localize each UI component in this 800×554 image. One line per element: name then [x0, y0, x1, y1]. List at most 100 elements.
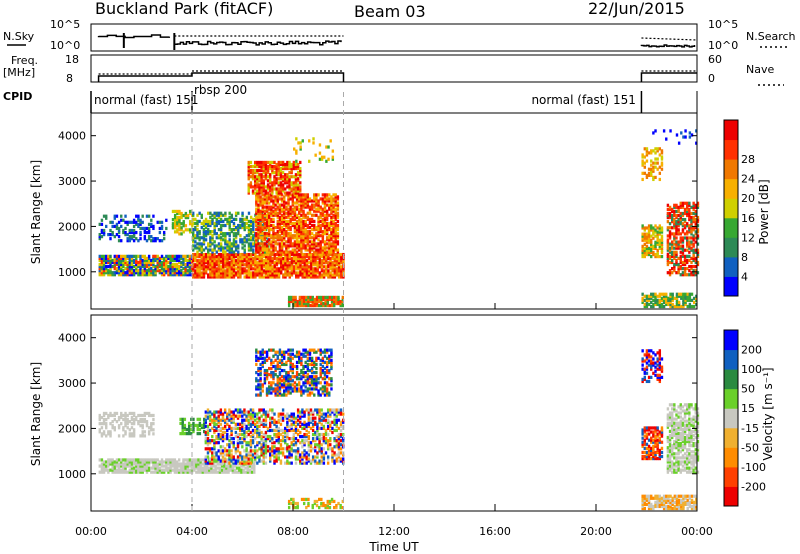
velocity-pixel [286, 424, 289, 428]
power-pixel [296, 191, 300, 195]
power-pixel [237, 263, 240, 267]
power-pixel [292, 189, 296, 193]
power-pixel [156, 254, 159, 258]
power-pixel [315, 236, 318, 240]
power-pixel [293, 193, 297, 197]
velocity-pixel [277, 453, 280, 457]
velocity-pixel [154, 458, 157, 462]
velocity-pixel [256, 449, 259, 453]
power-pixel [211, 257, 214, 261]
power-pixel [690, 273, 693, 277]
power-pixel [204, 271, 208, 275]
power-pixel [217, 267, 221, 271]
velocity-pixel [242, 470, 245, 474]
power-pixel [679, 211, 682, 216]
power-pixel [186, 260, 189, 265]
power-pixel [162, 230, 166, 235]
velocity-pixel [223, 459, 227, 463]
velocity-pixel [245, 457, 248, 461]
velocity-pixel [233, 464, 237, 468]
power-pixel [325, 267, 328, 271]
power-pixel [650, 226, 653, 230]
power-pixel [283, 211, 286, 215]
power-pixel [696, 201, 700, 205]
velocity-pixel [217, 437, 220, 441]
velocity-pixel [122, 468, 125, 472]
velocity-pixel [212, 462, 215, 466]
power-pixel [194, 263, 197, 267]
velocity-pixel [288, 449, 291, 453]
power-pixel [690, 264, 693, 269]
power-pixel [694, 258, 698, 263]
power-pixel [124, 273, 127, 277]
power-pixel [176, 209, 179, 214]
power-pixel [679, 273, 682, 277]
velocity-pixel [195, 460, 198, 464]
power-pixel [137, 260, 140, 265]
power-pixel [641, 252, 644, 257]
power-pixel [143, 260, 147, 265]
power-pixel [283, 205, 286, 209]
velocity-pixel [256, 443, 259, 447]
power-pixel [109, 269, 112, 273]
power-pixel [105, 264, 108, 269]
power-pixel [115, 267, 119, 271]
power-pixel [194, 252, 197, 257]
velocity-pixel [141, 417, 144, 422]
power-pixel [645, 226, 649, 230]
velocity-pixel [193, 460, 196, 464]
power-pixel [263, 195, 267, 199]
power-pixel [200, 261, 203, 265]
power-pixel [276, 242, 279, 246]
power-pixel [645, 232, 649, 236]
power-pixel [318, 157, 322, 161]
power-pixel [128, 262, 132, 267]
velocity-pixel [281, 412, 285, 416]
power-pixel [272, 234, 275, 238]
power-pixel [143, 273, 147, 277]
power-pixel [268, 205, 271, 209]
velocity-pixel [117, 468, 121, 472]
power-pixel [299, 269, 302, 273]
velocity-pixel [279, 439, 283, 443]
power-pixel [692, 215, 695, 220]
power-pixel [117, 269, 121, 273]
power-pixel [272, 199, 275, 203]
power-pixel [180, 226, 183, 230]
power-pixel [654, 230, 657, 234]
power-pixel [162, 264, 166, 269]
power-pixel [677, 209, 680, 214]
velocity-pixel [214, 464, 217, 468]
power-pixel [333, 263, 337, 267]
power-pixel [647, 167, 651, 171]
velocity-pixel [260, 453, 263, 457]
power-pixel [105, 254, 108, 258]
power-pixel [196, 271, 199, 275]
power-pixel [296, 177, 300, 181]
power-pixel [293, 201, 297, 205]
velocity-pixel [240, 468, 243, 472]
power-pixel [684, 300, 687, 305]
power-pixel [253, 160, 257, 165]
power-pixel [265, 215, 269, 219]
power-pixel [328, 297, 332, 302]
power-pixel [132, 260, 136, 265]
power-pixel [673, 211, 676, 216]
power-pixel [111, 230, 114, 235]
power-pixel [211, 242, 214, 246]
power-pixel [300, 197, 303, 201]
power-pixel [288, 252, 291, 257]
velocity-pixel [269, 459, 272, 463]
power-pixel [641, 226, 644, 230]
power-pixel [287, 299, 291, 304]
colorbar-swatch [724, 139, 738, 160]
power-pixel [141, 264, 144, 269]
velocity-pixel [115, 420, 119, 424]
velocity-pixel [271, 437, 274, 441]
velocity-pixel [184, 468, 187, 472]
power-pixel [217, 219, 221, 224]
power-pixel [252, 223, 255, 228]
power-pixel [213, 265, 216, 269]
velocity-pixel [240, 470, 243, 474]
power-pixel [120, 264, 123, 269]
